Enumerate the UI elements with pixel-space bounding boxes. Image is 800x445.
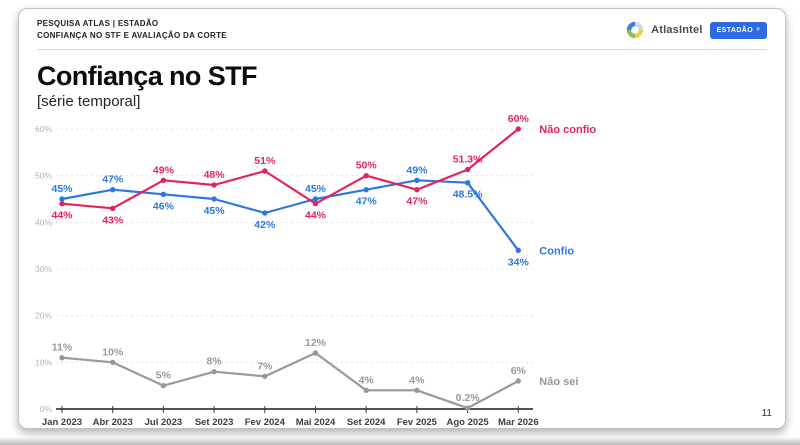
svg-text:47%: 47% <box>356 196 378 208</box>
svg-text:Ago 2025: Ago 2025 <box>446 417 489 428</box>
svg-text:48.5%: 48.5% <box>453 189 483 201</box>
estadao-badge-mark-icon: ≡ <box>755 27 761 33</box>
svg-text:12%: 12% <box>305 337 327 349</box>
page-subtitle: [série temporal] <box>37 93 141 110</box>
svg-text:50%: 50% <box>35 171 52 181</box>
svg-text:45%: 45% <box>204 205 226 217</box>
svg-text:10%: 10% <box>102 346 124 358</box>
svg-text:Jan 2023: Jan 2023 <box>42 417 82 428</box>
svg-text:Abr 2023: Abr 2023 <box>93 417 133 428</box>
svg-text:Confio: Confio <box>539 245 574 257</box>
svg-text:51.3%: 51.3% <box>453 154 483 166</box>
svg-text:34%: 34% <box>508 256 530 268</box>
svg-text:Mar 2026: Mar 2026 <box>498 417 539 428</box>
slide-header: PESQUISA ATLAS | ESTADÃO CONFIANÇA NO ST… <box>19 9 785 49</box>
svg-text:Fev 2024: Fev 2024 <box>245 417 286 428</box>
svg-text:60%: 60% <box>508 113 530 125</box>
slide: PESQUISA ATLAS | ESTADÃO CONFIANÇA NO ST… <box>18 8 786 429</box>
svg-text:20%: 20% <box>35 311 52 321</box>
chart-area: 0% 10% 20% 30% 40% 50% 60% Jan 2023 Abr 2023 Jul … <box>19 104 787 430</box>
trend-chart: 0% 10% 20% 30% 40% 50% 60% Jan 2023 Abr 2023 Jul … <box>35 113 596 428</box>
estadao-badge: ESTADÃO ≡ <box>709 21 767 39</box>
svg-text:5%: 5% <box>156 370 172 382</box>
svg-text:Set 2023: Set 2023 <box>195 417 234 428</box>
svg-text:0.2%: 0.2% <box>456 392 481 404</box>
svg-text:48%: 48% <box>204 169 226 181</box>
svg-text:47%: 47% <box>406 196 428 208</box>
svg-text:11%: 11% <box>52 342 73 354</box>
page-title: Confiança no STF <box>37 61 258 91</box>
svg-text:44%: 44% <box>305 210 327 222</box>
svg-text:Fev 2025: Fev 2025 <box>397 417 438 428</box>
header-line2: CONFIANÇA NO STF E AVALIAÇÃO DA CORTE <box>37 31 227 40</box>
svg-text:51%: 51% <box>254 155 276 167</box>
svg-text:42%: 42% <box>254 219 276 231</box>
svg-text:49%: 49% <box>153 164 175 176</box>
svg-text:46%: 46% <box>153 200 175 212</box>
svg-text:44%: 44% <box>51 210 73 222</box>
svg-text:45%: 45% <box>51 183 73 195</box>
estadao-badge-label: ESTADÃO <box>716 26 754 34</box>
svg-text:Jul 2023: Jul 2023 <box>145 417 183 428</box>
svg-text:4%: 4% <box>359 374 375 386</box>
svg-text:4%: 4% <box>409 374 425 386</box>
svg-text:10%: 10% <box>35 357 52 367</box>
svg-text:43%: 43% <box>102 214 124 226</box>
svg-text:45%: 45% <box>305 183 327 195</box>
header-line1: PESQUISA ATLAS | ESTADÃO <box>37 19 159 28</box>
header-brand: AtlasIntel ESTADÃO ≡ <box>626 21 767 39</box>
svg-text:Não confio: Não confio <box>539 124 596 136</box>
svg-text:6%: 6% <box>511 365 527 377</box>
brand-name: AtlasIntel <box>651 24 703 36</box>
header-text: PESQUISA ATLAS | ESTADÃO CONFIANÇA NO ST… <box>37 18 227 42</box>
svg-text:50%: 50% <box>356 160 378 172</box>
svg-text:Não sei: Não sei <box>539 376 578 388</box>
svg-text:Set 2024: Set 2024 <box>347 417 386 428</box>
svg-text:8%: 8% <box>207 356 223 368</box>
svg-text:7%: 7% <box>257 360 273 372</box>
svg-text:60%: 60% <box>35 124 52 134</box>
svg-text:30%: 30% <box>35 264 52 274</box>
atlasintel-logo-icon <box>626 21 644 39</box>
page-number: 11 <box>761 408 772 419</box>
svg-text:0%: 0% <box>40 404 53 414</box>
svg-text:49%: 49% <box>406 164 428 176</box>
svg-text:47%: 47% <box>102 174 124 186</box>
bottom-shadow <box>0 437 800 445</box>
svg-text:40%: 40% <box>35 217 52 227</box>
svg-text:Mai 2024: Mai 2024 <box>296 417 336 428</box>
header-divider <box>37 49 767 50</box>
